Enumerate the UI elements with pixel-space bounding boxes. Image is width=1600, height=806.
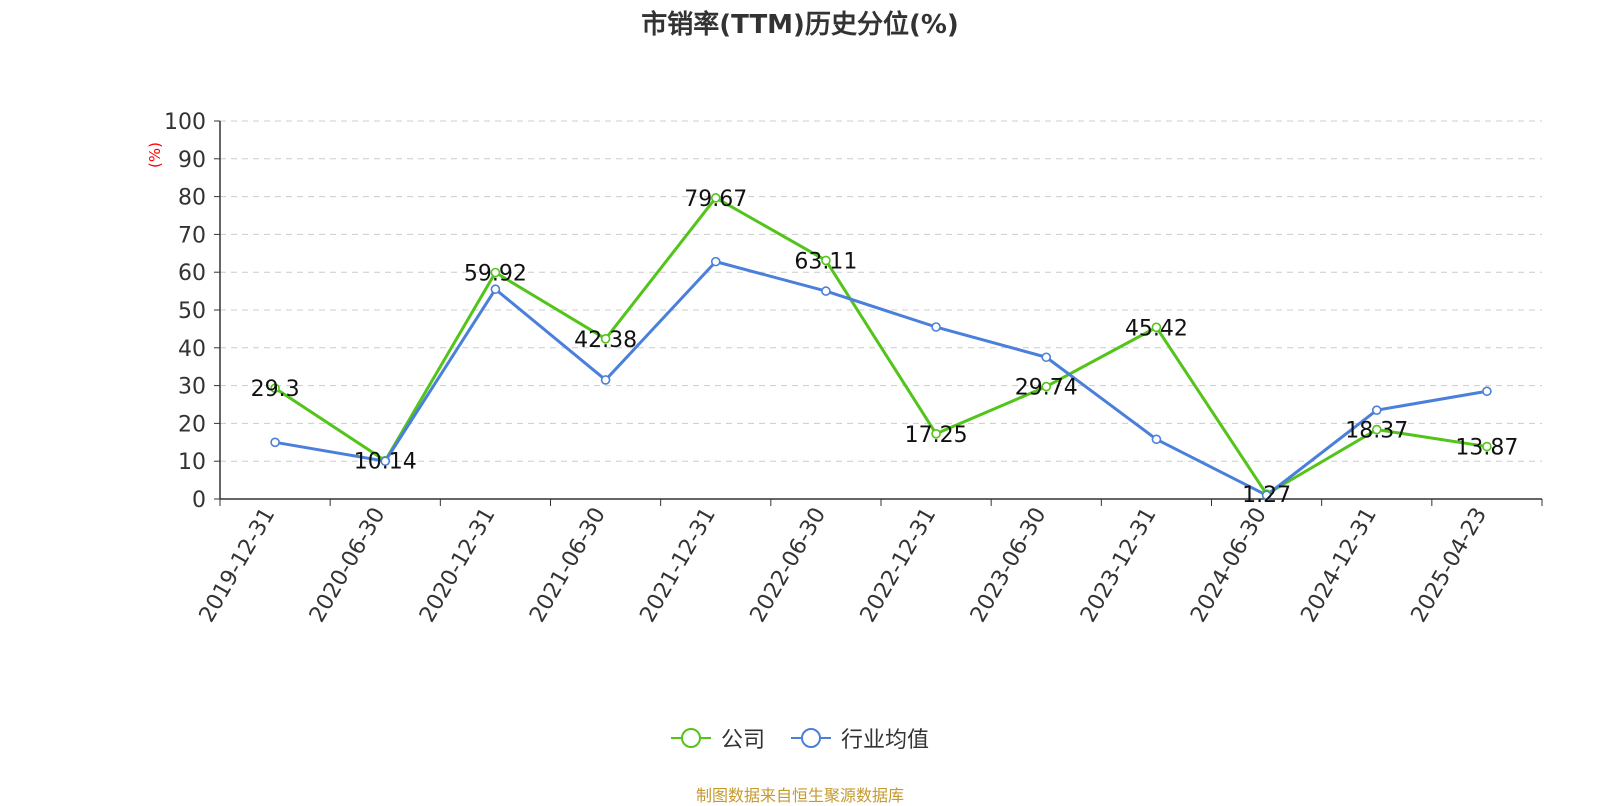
point-company-2022-06-30 [821, 255, 831, 266]
chart-title: 市销率(TTM)历史分位(%) [641, 10, 959, 40]
data-label-company-2021-06-30: 42.38 [574, 328, 637, 353]
x-tick-label-2024-12-31: 2024-12-31 [1296, 504, 1382, 627]
data-label-company-2022-12-31: 17.25 [905, 423, 968, 448]
point-company-2019-12-31 [270, 383, 280, 394]
point-industry-2019-12-31 [270, 437, 280, 448]
series-line-company [274, 196, 1488, 496]
data-label-company-2025-04-23: 13.87 [1455, 436, 1518, 461]
point-industry-2022-12-31 [931, 322, 941, 332]
y-axis-unit-label: (%) [146, 142, 164, 168]
data-label-company-2024-12-31: 18.37 [1345, 419, 1408, 444]
series-points [270, 193, 1492, 501]
legend-item-industry[interactable]: 行业均值 [791, 722, 929, 754]
legend-company-label: 公司 [720, 728, 765, 753]
point-industry-2022-06-30 [821, 286, 831, 296]
y-tick-label-10: 10 [178, 450, 206, 475]
legend-industry-label: 行业均值 [841, 728, 930, 753]
point-industry-2020-12-31 [490, 284, 501, 295]
grid-lines [220, 120, 1542, 462]
data-label-company-2021-12-31: 79.67 [684, 187, 747, 212]
series-lines [274, 196, 1488, 497]
x-tick-label-2023-06-30: 2023-06-30 [966, 504, 1052, 627]
y-tick-label-30: 30 [178, 375, 206, 400]
point-company-2020-12-31 [490, 267, 501, 278]
x-tick-label-2022-06-30: 2022-06-30 [746, 504, 832, 627]
y-tick-label-100: 100 [164, 110, 206, 135]
point-industry-2024-06-30 [1261, 490, 1272, 501]
y-tick-label-70: 70 [178, 223, 206, 248]
x-tick-label-2020-06-30: 2020-06-30 [305, 504, 391, 627]
source-note: 制图数据来自恒生聚源数据库 [695, 786, 904, 805]
x-tick-label-2022-12-31: 2022-12-31 [856, 503, 942, 626]
y-tick-label-60: 60 [178, 261, 206, 286]
point-industry-2025-04-23 [1482, 386, 1492, 397]
y-tick-label-90: 90 [178, 148, 206, 173]
point-company-2023-12-31 [1151, 322, 1162, 333]
point-industry-2023-12-31 [1151, 434, 1162, 445]
legend-item-company[interactable]: 公司 [670, 722, 765, 754]
data-label-company-2020-12-31: 59.92 [464, 262, 527, 287]
x-tick-label-2025-04-23: 2025-04-23 [1407, 504, 1493, 627]
y-tick-label-0: 0 [192, 488, 206, 513]
legend-industry-marker-icon [791, 728, 831, 748]
point-industry-2024-12-31 [1371, 405, 1382, 415]
legend-company-marker-icon [670, 728, 711, 748]
x-tick-label-2021-12-31: 2021-12-31 [635, 504, 721, 627]
point-company-2021-06-30 [600, 334, 611, 344]
point-company-2024-12-31 [1371, 424, 1382, 435]
point-company-2025-04-23 [1482, 441, 1492, 452]
data-label-company-2020-06-30: 10.14 [354, 450, 417, 475]
y-tick-label-80: 80 [178, 186, 206, 211]
data-label-company-2023-12-31: 45.42 [1125, 316, 1188, 341]
y-tick-label-40: 40 [178, 337, 206, 362]
y-tick-label-20: 20 [178, 412, 206, 437]
data-label-company-2024-06-30: 1.27 [1242, 483, 1291, 508]
axes: 0 10 20 30 40 50 60 70 80 90 100 2019-12-31 2020-06-… [164, 110, 1543, 627]
x-tick-label-2020-12-31: 2020-12-31 [415, 503, 501, 626]
legend: 公司 行业均值 [0, 722, 1600, 754]
point-industry-2021-12-31 [710, 256, 721, 267]
y-tick-label-50: 50 [178, 299, 206, 324]
point-company-2021-12-31 [710, 193, 721, 203]
data-labels: 29.3 10.14 59.92 42.38 79.67 63.11 17.25 29.74 4… [251, 187, 1519, 508]
point-industry-2021-06-30 [600, 375, 611, 385]
data-label-company-2019-12-31: 29.3 [251, 377, 300, 402]
point-industry-2020-06-30 [380, 456, 391, 467]
data-label-company-2022-06-30: 63.11 [794, 249, 857, 274]
point-company-2022-12-31 [931, 428, 941, 439]
x-tick-label-2021-06-30: 2021-06-30 [525, 504, 611, 627]
x-tick-label-2023-12-31: 2023-12-31 [1076, 504, 1162, 627]
point-industry-2023-06-30 [1041, 352, 1052, 363]
series-line-industry [274, 260, 1488, 497]
x-tick-label-2019-12-31: 2019-12-31 [195, 504, 281, 627]
x-tick-label-2024-06-30: 2024-06-30 [1186, 504, 1272, 627]
point-company-2023-06-30 [1041, 381, 1052, 392]
data-label-company-2023-06-30: 29.74 [1015, 376, 1078, 401]
